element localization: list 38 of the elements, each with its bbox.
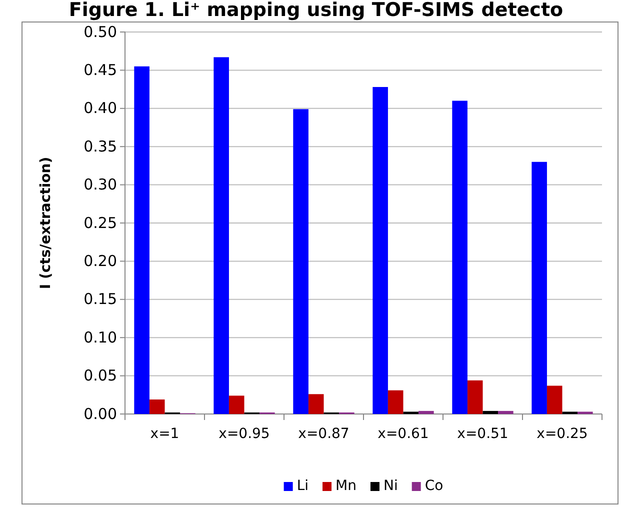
y-axis-title: I (cts/extraction) [38,156,54,290]
y-tick-label: 0.50 [84,22,117,41]
x-tick-label: x=0.87 [298,426,350,442]
bar [134,66,150,414]
y-tick-label: 0.05 [84,366,117,385]
chart-title: Figure 1. Li⁺ mapping using TOF-SIMS detecto [68,0,564,21]
legend-label: Mn [336,478,356,494]
y-tick-label: 0.45 [84,61,117,79]
y-tick-label: 0.10 [84,328,117,346]
y-tick-label: 0.25 [84,214,117,232]
y-tick-label: 0.35 [84,137,117,156]
y-tick-label: 0.00 [84,404,117,423]
legend-label: Co [424,478,444,494]
bar [149,399,165,414]
legend-label: Ni [383,478,398,494]
bar [214,57,229,414]
bar [546,386,562,414]
bar [308,394,324,414]
x-tick-label: x=0.61 [378,426,429,442]
y-tick-label: 0.30 [84,176,117,194]
bar [482,410,498,414]
y-tick-label: 0.40 [84,99,117,118]
bar [293,109,308,414]
bar [498,410,514,414]
x-tick-label: x=0.51 [457,426,508,442]
x-tick-label: x=0.95 [218,426,270,442]
bar [372,87,388,414]
bar [532,162,547,414]
bar [228,396,244,414]
y-tick-label: 0.15 [84,290,117,308]
bar [388,390,404,414]
x-tick-label: x=1 [150,426,180,442]
bar [452,100,468,414]
legend-label: Li [296,478,309,494]
bar [467,380,483,414]
x-tick-label: x=0.25 [536,426,588,442]
y-tick-label: 0.20 [84,252,117,270]
bar [418,410,434,414]
